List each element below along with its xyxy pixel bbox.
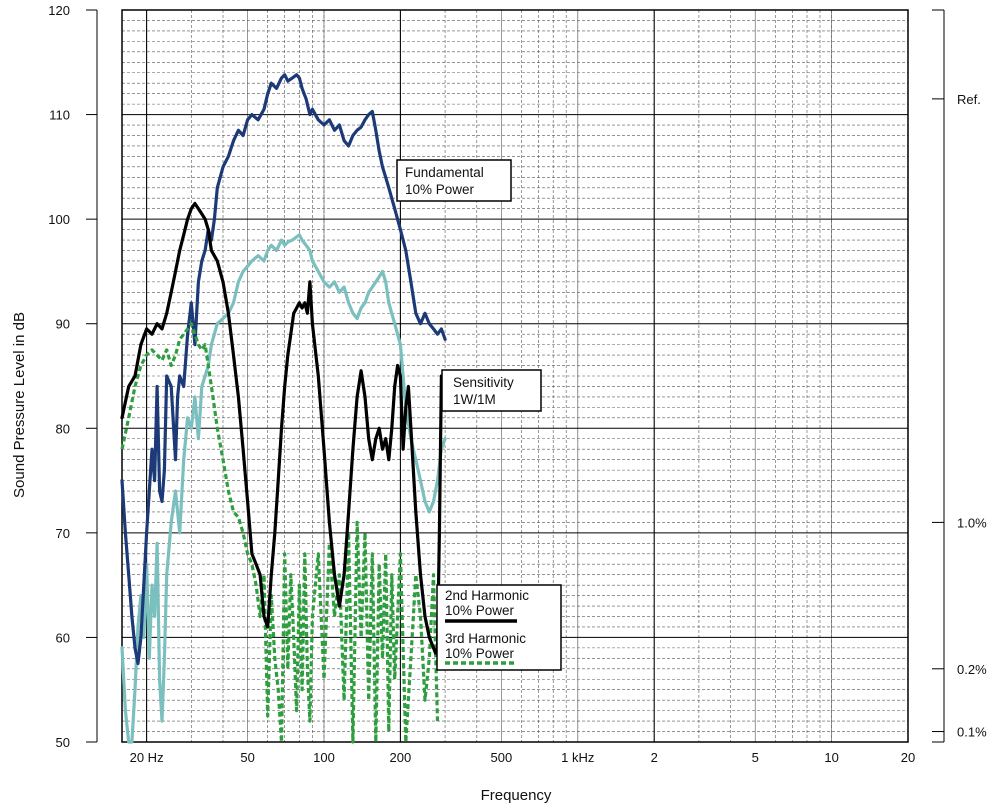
series-line-sensitivity-1w-1m	[120, 233, 447, 744]
annotation-sensitivity-line1: Sensitivity	[453, 375, 514, 390]
x-tick-label: 20 Hz	[130, 750, 164, 765]
right-axis: Ref. 1.0% 0.2% 0.1%	[932, 9, 987, 743]
y-tick-label: 70	[56, 526, 70, 541]
series-line-2nd-harmonic-10-power	[120, 201, 443, 655]
legend-3rd-line1: 3rd Harmonic	[445, 631, 526, 646]
y-tick-label: 120	[48, 3, 70, 18]
series-line-3rd-harmonic-10-power	[120, 322, 440, 744]
right-axis-label: 0.1%	[957, 725, 987, 740]
annotation-sensitivity-line2: 1W/1M	[453, 392, 496, 407]
left-axis: 50 60 70 80 90 100 110 120	[48, 3, 98, 750]
y-tick-label: 100	[48, 212, 70, 227]
legend: 2nd Harmonic 10% Power 3rd Harmonic 10% …	[436, 584, 562, 671]
annotation-fundamental: Fundamental 10% Power	[396, 159, 512, 202]
series-layer	[120, 73, 447, 744]
legend-2nd-line2: 10% Power	[445, 603, 515, 618]
x-tick-label: 200	[390, 750, 412, 765]
x-tick-label: 1 kHz	[561, 750, 594, 765]
x-tick-label: 500	[491, 750, 513, 765]
annotation-fundamental-line2: 10% Power	[405, 182, 475, 197]
y-axis-label: Sound Pressure Level in dB	[11, 312, 28, 498]
y-tick-label: 110	[49, 108, 70, 123]
y-tick-label: 60	[56, 630, 70, 645]
x-tick-label: 5	[752, 750, 759, 765]
legend-2nd-line1: 2nd Harmonic	[445, 588, 529, 603]
right-axis-label: 0.2%	[957, 662, 987, 677]
y-tick-label: 80	[56, 421, 70, 436]
plot-frame	[121, 9, 909, 743]
x-tick-label: 10	[824, 750, 838, 765]
x-tick-label: 100	[313, 750, 335, 765]
annotation-sensitivity: Sensitivity 1W/1M	[441, 369, 542, 412]
x-tick-label: 20	[901, 750, 915, 765]
right-axis-label: Ref.	[957, 92, 981, 107]
x-tick-label: 50	[240, 750, 254, 765]
legend-3rd-line2: 10% Power	[445, 646, 515, 661]
right-axis-label: 1.0%	[957, 515, 987, 530]
x-axis-label: Frequency	[481, 787, 552, 804]
series-line-fundamental	[120, 73, 447, 666]
y-tick-label: 50	[56, 735, 70, 750]
y-tick-label: 90	[56, 317, 70, 332]
x-tick-label: 2	[651, 750, 658, 765]
x-axis-ticks: 20 Hz 50 100 200 500 1 kHz 2 5 10 20	[130, 750, 916, 765]
annotation-fundamental-line1: Fundamental	[405, 165, 484, 180]
